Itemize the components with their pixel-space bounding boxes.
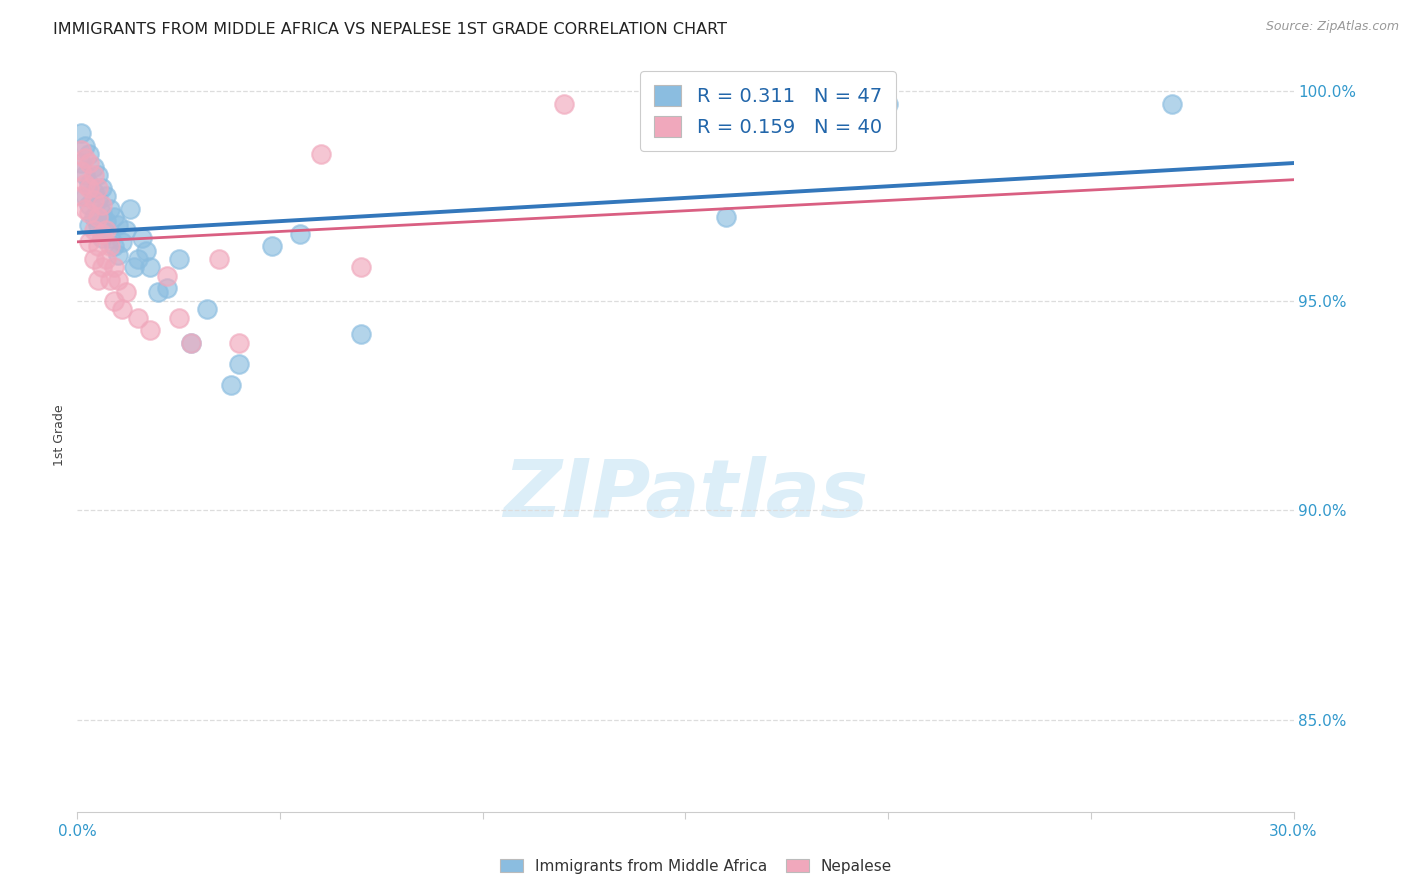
Point	[79, 235, 101, 250]
Legend: R = 0.311   N = 47, R = 0.159   N = 40: R = 0.311 N = 47, R = 0.159 N = 40	[640, 71, 896, 151]
Point	[79, 206, 101, 220]
Point	[75, 189, 97, 203]
Point	[94, 222, 117, 236]
Point	[115, 222, 138, 236]
Point	[83, 222, 105, 236]
Point	[139, 260, 162, 275]
Point	[107, 248, 129, 262]
Point	[90, 227, 112, 241]
Point	[75, 177, 97, 191]
Point	[70, 189, 93, 203]
Point	[70, 127, 93, 141]
Point	[86, 181, 108, 195]
Point	[115, 285, 138, 300]
Point	[94, 252, 117, 266]
Point	[290, 227, 312, 241]
Point	[98, 231, 121, 245]
Point	[107, 219, 129, 233]
Point	[75, 139, 97, 153]
Point	[86, 210, 108, 224]
Point	[127, 310, 149, 325]
Point	[98, 202, 121, 216]
Point	[103, 239, 125, 253]
Point	[83, 210, 105, 224]
Point	[90, 206, 112, 220]
Point	[135, 244, 157, 258]
Point	[553, 97, 575, 112]
Point	[79, 219, 101, 233]
Point	[83, 252, 105, 266]
Point	[180, 335, 202, 350]
Point	[83, 160, 105, 174]
Point	[167, 252, 190, 266]
Point	[70, 143, 93, 157]
Point	[155, 281, 177, 295]
Point	[98, 239, 121, 253]
Point	[90, 231, 112, 245]
Point	[90, 197, 112, 211]
Point	[228, 357, 250, 371]
Point	[90, 260, 112, 275]
Point	[70, 155, 93, 169]
Point	[111, 235, 134, 250]
Point	[83, 194, 105, 208]
Point	[94, 214, 117, 228]
Point	[79, 197, 101, 211]
Point	[86, 219, 108, 233]
Point	[75, 152, 97, 166]
Point	[94, 189, 117, 203]
Point	[83, 168, 105, 182]
Point	[79, 177, 101, 191]
Point	[148, 285, 170, 300]
Point	[75, 168, 97, 182]
Point	[83, 185, 105, 199]
Point	[79, 155, 101, 169]
Point	[111, 302, 134, 317]
Point	[127, 252, 149, 266]
Point	[98, 273, 121, 287]
Point	[107, 273, 129, 287]
Point	[103, 260, 125, 275]
Point	[86, 194, 108, 208]
Point	[208, 252, 231, 266]
Point	[155, 268, 177, 283]
Text: Source: ZipAtlas.com: Source: ZipAtlas.com	[1265, 20, 1399, 33]
Point	[118, 202, 141, 216]
Text: IMMIGRANTS FROM MIDDLE AFRICA VS NEPALESE 1ST GRADE CORRELATION CHART: IMMIGRANTS FROM MIDDLE AFRICA VS NEPALES…	[53, 22, 727, 37]
Point	[86, 168, 108, 182]
Point	[350, 327, 373, 342]
Point	[228, 335, 250, 350]
Point	[103, 293, 125, 308]
Point	[260, 239, 283, 253]
Point	[131, 231, 153, 245]
Point	[103, 210, 125, 224]
Point	[309, 147, 332, 161]
Point	[139, 323, 162, 337]
Y-axis label: 1st Grade: 1st Grade	[52, 404, 66, 466]
Point	[79, 181, 101, 195]
Point	[86, 273, 108, 287]
Point	[1161, 97, 1184, 112]
Point	[350, 260, 373, 275]
Point	[90, 181, 112, 195]
Point	[122, 260, 145, 275]
Point	[167, 310, 190, 325]
Point	[877, 97, 900, 112]
Legend: Immigrants from Middle Africa, Nepalese: Immigrants from Middle Africa, Nepalese	[494, 853, 898, 880]
Point	[75, 202, 97, 216]
Point	[86, 239, 108, 253]
Point	[195, 302, 218, 317]
Point	[79, 147, 101, 161]
Point	[180, 335, 202, 350]
Point	[70, 164, 93, 178]
Point	[714, 210, 737, 224]
Text: ZIPatlas: ZIPatlas	[503, 456, 868, 534]
Point	[221, 377, 243, 392]
